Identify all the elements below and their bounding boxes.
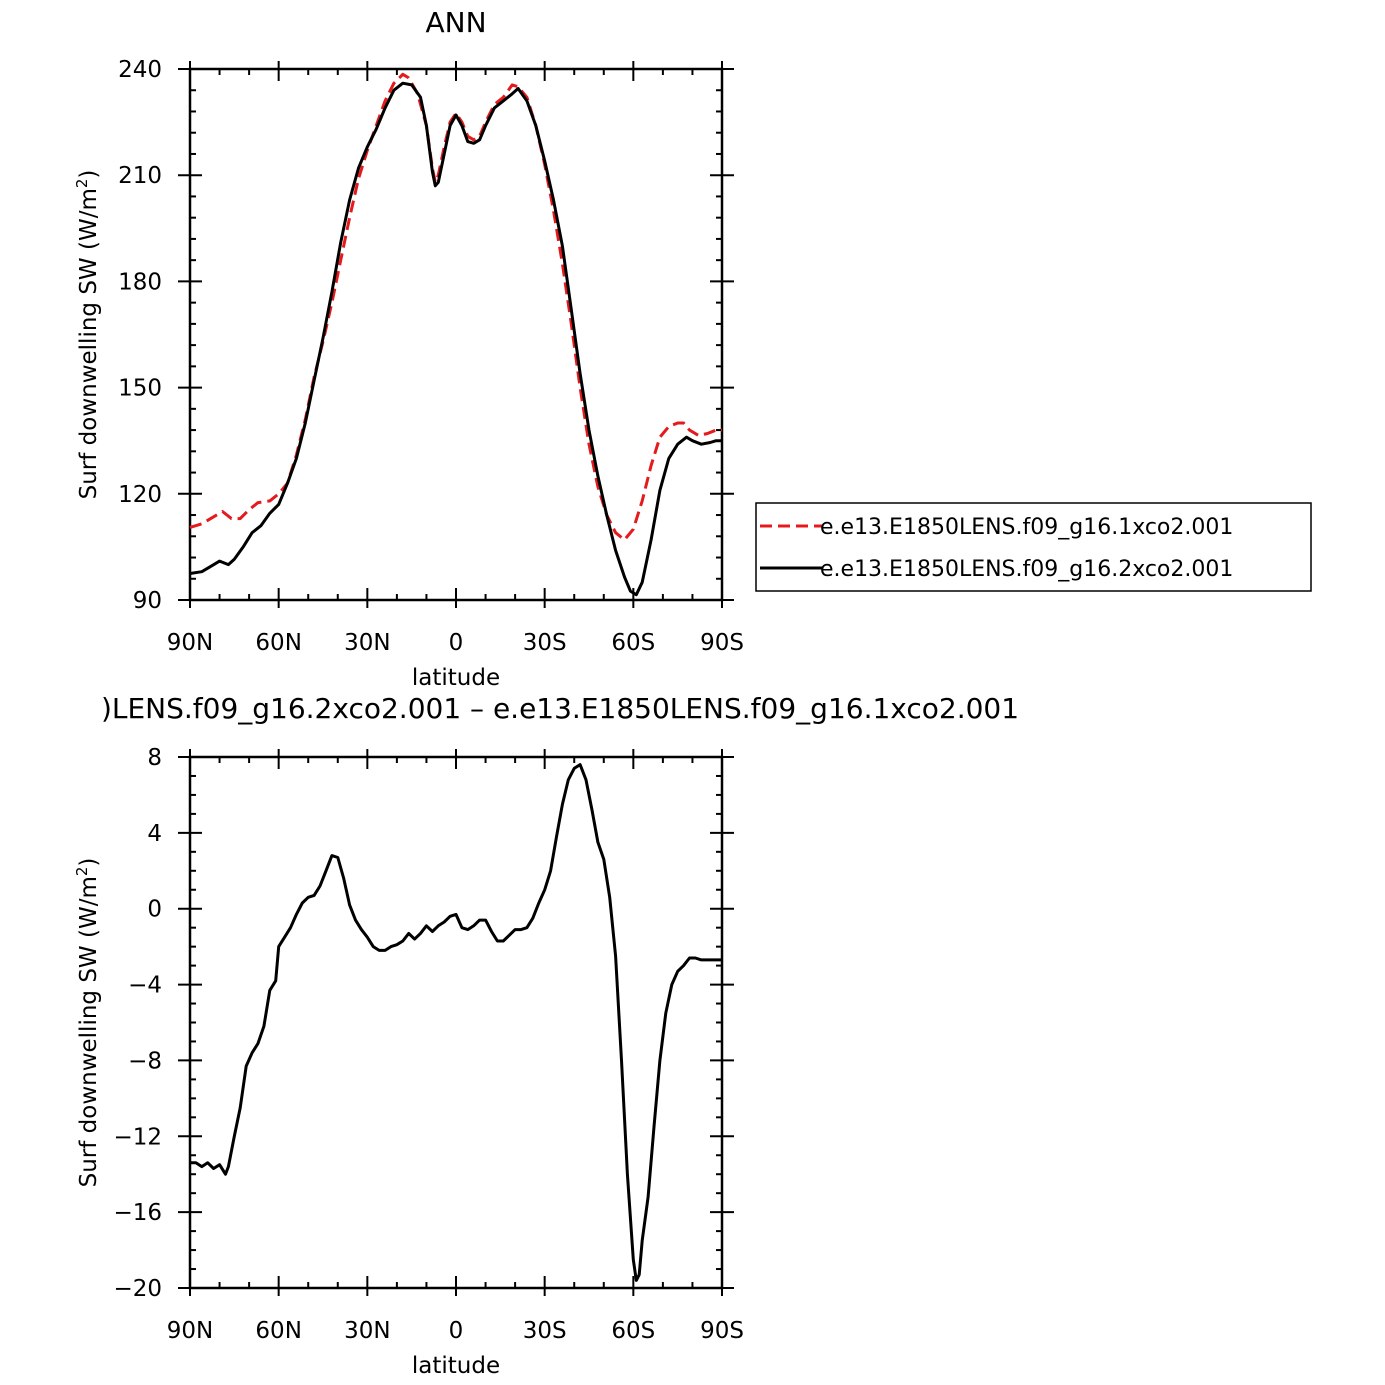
y-axis-label: Surf downwelling SW (W/m2) bbox=[73, 170, 102, 500]
x-tick-label: 90N bbox=[167, 630, 213, 656]
y-tick-label: 240 bbox=[118, 57, 162, 83]
x-axis-label: latitude bbox=[412, 1353, 500, 1379]
x-tick-label: 60N bbox=[255, 630, 301, 656]
x-tick-label: 60N bbox=[255, 1318, 301, 1344]
y-tick-label: −4 bbox=[128, 973, 162, 999]
y-tick-label: −12 bbox=[113, 1124, 162, 1150]
y-tick-label: −16 bbox=[113, 1200, 162, 1226]
y-tick-label: 210 bbox=[118, 163, 162, 189]
y-axis-label: Surf downwelling SW (W/m2) bbox=[73, 858, 102, 1188]
y-tick-label: −20 bbox=[113, 1276, 162, 1302]
x-tick-label: 90S bbox=[700, 1318, 744, 1344]
x-tick-label: 90N bbox=[167, 1318, 213, 1344]
plot-frame bbox=[188, 755, 724, 1290]
legend-label-1: e.e13.E1850LENS.f09_g16.1xco2.001 bbox=[820, 515, 1233, 540]
x-tick-label: 90S bbox=[700, 630, 744, 656]
chart-title: )LENS.f09_g16.2xco2.001 – e.e13.E1850LEN… bbox=[101, 692, 1019, 725]
y-tick-label: 120 bbox=[118, 482, 162, 508]
x-tick-label: 60S bbox=[611, 1318, 655, 1344]
plot-frame bbox=[188, 67, 724, 602]
x-tick-label: 30N bbox=[344, 1318, 390, 1344]
y-tick-label: 8 bbox=[147, 745, 162, 771]
panel-1: ANN 90N 60N 30N 0 30S 60S 90S latitude 90 120 150 18… bbox=[73, 6, 1312, 691]
y-tick-label: 150 bbox=[118, 376, 162, 402]
y-tick-label: −8 bbox=[128, 1048, 162, 1074]
chart-title: ANN bbox=[425, 6, 486, 39]
series-line-2 bbox=[189, 81, 722, 597]
y-tick-label: 4 bbox=[147, 821, 162, 847]
series-line-1 bbox=[190, 763, 722, 1282]
series-line-1 bbox=[189, 72, 722, 542]
y-tick-label: 90 bbox=[133, 588, 162, 614]
x-tick-label: 0 bbox=[449, 1318, 464, 1344]
legend-label-2: e.e13.E1850LENS.f09_g16.2xco2.001 bbox=[820, 557, 1233, 582]
x-tick-label: 30N bbox=[344, 630, 390, 656]
x-tick-label: 0 bbox=[449, 630, 464, 656]
legend-box bbox=[755, 502, 1312, 592]
y-tick-label: 0 bbox=[147, 897, 162, 923]
panel-2: )LENS.f09_g16.2xco2.001 – e.e13.E1850LEN… bbox=[73, 692, 1019, 1379]
legend: e.e13.E1850LENS.f09_g16.1xco2.001 e.e13.E… bbox=[755, 502, 1312, 592]
x-tick-label: 30S bbox=[523, 1318, 567, 1344]
x-axis-label: latitude bbox=[412, 665, 500, 691]
y-tick-label: 180 bbox=[118, 269, 162, 295]
x-tick-label: 30S bbox=[523, 630, 567, 656]
x-tick-label: 60S bbox=[611, 630, 655, 656]
